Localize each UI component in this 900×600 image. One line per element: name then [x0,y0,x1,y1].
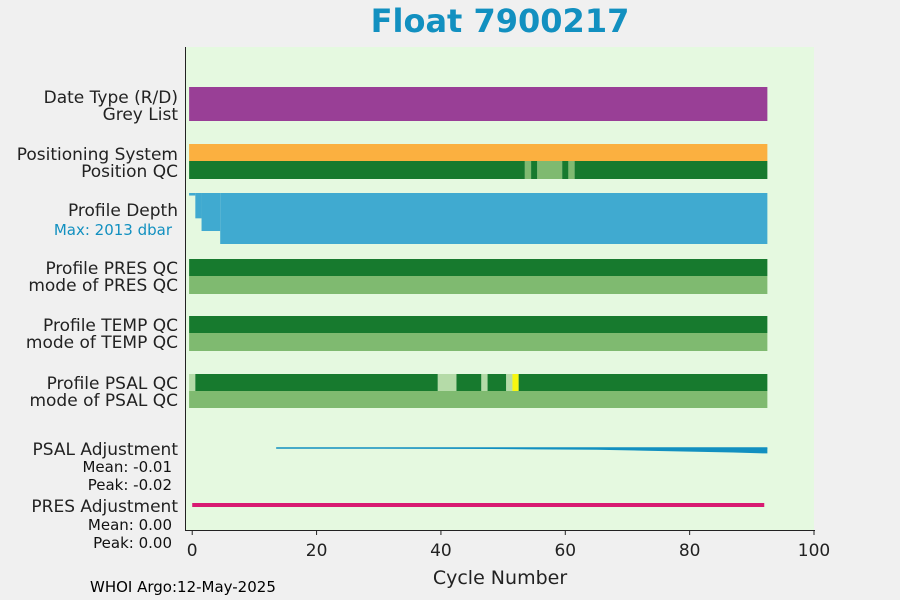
chart-title: Float 7900217 [370,2,630,40]
row-8-segment-7 [512,374,519,391]
row-3-segment-3 [537,161,563,179]
row-label-profile-pres-qc: Profile PRES QC [45,259,178,279]
row-label-positioning-system: Positioning System [17,145,178,165]
psal-adjustment-area [276,448,768,454]
row-8-segment-6 [506,374,513,391]
row-9-segment-0 [189,391,768,408]
x-tick-label-100: 100 [798,541,830,561]
row-8-segment-1 [195,374,438,391]
row-8-segment-2 [437,374,457,391]
row-8-segment-8 [518,374,768,391]
row-2-segment-0 [189,144,768,161]
row-8-segment-0 [189,374,196,391]
row-8-segment-4 [481,374,488,391]
row-8-segment-3 [456,374,482,391]
axes [185,47,815,531]
row-5-segment-0 [189,276,768,294]
row-6-segment-0 [189,316,768,333]
row-3-segment-6 [574,161,768,179]
footer-credit: WHOI Argo:12-May-2025 [90,578,276,596]
row-4-segment-0 [189,259,768,276]
row-label-profile-psal-qc: Profile PSAL QC [47,374,178,394]
x-axis-label: Cycle Number [433,567,567,589]
row-labels: Date Type (R/D) Grey List Positioning Sy… [17,88,179,552]
profile-depth-bar-1 [195,193,202,219]
psal-adjustment-peak: Peak: -0.02 [88,476,172,494]
row-label-profile-temp-qc: Profile TEMP QC [43,316,178,336]
row-label-profile-depth: Profile Depth [68,201,178,221]
row-label-mode-pres-qc: mode of PRES QC [28,276,178,296]
row-3-segment-0 [189,161,525,179]
x-tick-label-80: 80 [679,541,701,561]
row-label-mode-temp-qc: mode of TEMP QC [26,333,178,353]
row-3-segment-1 [524,161,532,179]
row-7-segment-0 [189,333,768,351]
x-tick-label-0: 0 [187,541,198,561]
x-tick-label-60: 60 [554,541,576,561]
row-3-segment-4 [562,161,569,179]
row-3-segment-5 [568,161,575,179]
row-label-position-qc: Position QC [81,162,178,182]
pres-adjustment-peak: Peak: 0.00 [93,534,172,552]
chart-marks [189,87,768,507]
row-label-pres-adjustment: PRES Adjustment [31,497,178,517]
row-label-date-type: Date Type (R/D) [44,88,178,108]
row-8-segment-5 [487,374,507,391]
row-label-mode-psal-qc: mode of PSAL QC [29,391,178,411]
x-ticks: 0 20 40 60 80 100 [187,530,830,561]
profile-depth-bar-0 [189,193,196,196]
row-1-segment-0 [189,104,768,121]
psal-adjustment-mean: Mean: -0.01 [82,458,172,476]
profile-depth-max-label: Max: 2013 dbar [54,221,173,239]
x-tick-label-40: 40 [430,541,452,561]
pres-adjustment-mean: Mean: 0.00 [88,516,172,534]
row-label-grey-list: Grey List [103,105,179,125]
row-3-segment-2 [531,161,538,179]
profile-depth-bar-3 [220,193,768,244]
profile-depth-bar-2 [201,193,221,232]
row-label-psal-adjustment: PSAL Adjustment [33,440,179,460]
x-tick-label-20: 20 [306,541,328,561]
row-0-segment-0 [189,87,768,104]
